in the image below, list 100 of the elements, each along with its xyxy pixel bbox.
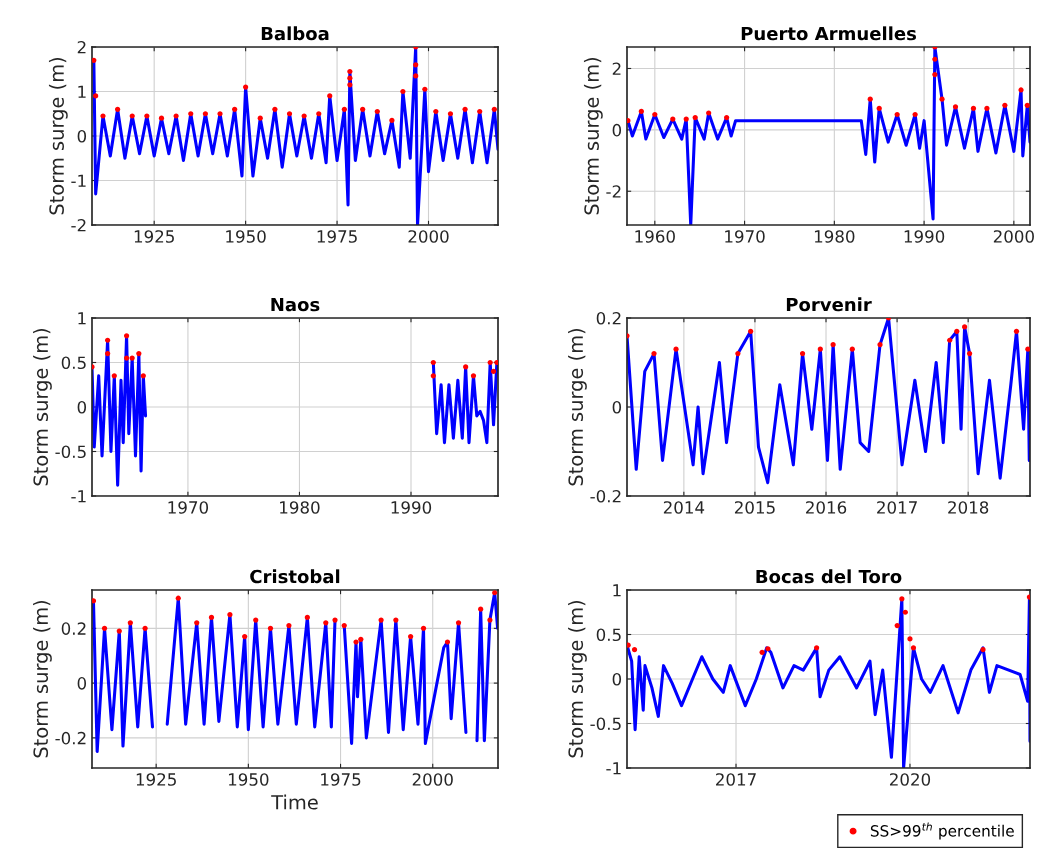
point [374, 108, 380, 115]
x-tick-label: 1970 [168, 501, 209, 514]
point [692, 114, 698, 121]
point [966, 351, 973, 357]
point [347, 75, 353, 81]
point [301, 113, 307, 119]
point [932, 56, 938, 62]
x-tick-label: 1950 [228, 773, 269, 786]
point [341, 623, 347, 629]
point [242, 633, 248, 640]
point [142, 625, 148, 631]
point [101, 625, 108, 631]
point [1013, 328, 1020, 334]
point [123, 333, 130, 339]
point [1018, 87, 1024, 93]
chart-title: Cristobal [250, 569, 340, 584]
point [433, 108, 439, 115]
point [173, 113, 179, 119]
point [253, 617, 259, 623]
chart-title: Bocas del Toro [756, 569, 902, 584]
point [759, 649, 765, 655]
point [105, 337, 111, 343]
y-tick-label: -0.5 [55, 445, 86, 459]
point [867, 96, 873, 102]
chart-title: Puerto Armuelles [741, 26, 916, 41]
point [970, 105, 977, 111]
x-tick-label: 2014 [663, 501, 705, 514]
point [116, 628, 122, 634]
point [947, 337, 953, 343]
point [638, 108, 644, 115]
point [272, 106, 278, 112]
point [430, 373, 436, 379]
point [144, 113, 150, 119]
y-tick-label: -0.5 [590, 717, 621, 731]
point [208, 614, 215, 620]
y-tick-label: 2 [612, 62, 621, 75]
point [652, 111, 658, 118]
y-tick-label: 1 [78, 312, 86, 325]
point [939, 96, 945, 102]
point [140, 373, 146, 379]
point [627, 118, 631, 124]
y-tick-label: 0 [612, 400, 622, 414]
point [202, 111, 208, 117]
chart-title: Balboa [261, 26, 329, 41]
point [877, 342, 883, 348]
point [286, 111, 293, 117]
point [817, 346, 823, 352]
point [894, 111, 900, 118]
y-tick-label: 0 [77, 400, 87, 414]
point [984, 105, 990, 111]
point [651, 351, 657, 357]
point [962, 324, 968, 330]
y-axis-title: Storm surge (m) [33, 601, 52, 758]
y-tick-label: 0.5 [61, 356, 86, 370]
point [910, 645, 917, 651]
point [670, 116, 676, 122]
point [876, 105, 882, 111]
point [257, 115, 263, 121]
point [765, 646, 771, 652]
x-tick-label: 1975 [317, 230, 357, 243]
point [115, 106, 121, 112]
point [227, 612, 233, 618]
point [1002, 102, 1008, 108]
point [347, 68, 353, 75]
x-tick-label: 1980 [280, 501, 320, 514]
point [462, 106, 468, 112]
y-axis-title: Storm surge (m) [33, 329, 52, 486]
point [304, 614, 310, 620]
point [673, 346, 679, 352]
point [232, 106, 238, 112]
x-tick-label: 2017 [877, 501, 917, 514]
y-axis-title: Storm surge (m) [48, 58, 68, 215]
y-tick-label: 0.2 [61, 622, 86, 635]
point [413, 62, 419, 68]
point [980, 647, 986, 653]
point [724, 114, 730, 121]
point [894, 623, 900, 629]
point [408, 633, 414, 640]
point [830, 342, 836, 348]
point [413, 73, 419, 79]
point [470, 373, 477, 379]
y-tick-label: -1 [71, 174, 86, 187]
point [194, 620, 200, 626]
point [487, 359, 493, 366]
x-tick-label: 1925 [134, 230, 174, 243]
y-tick-label: -2 [606, 185, 621, 198]
point [127, 620, 133, 626]
point [389, 117, 395, 124]
point [430, 359, 436, 366]
point [175, 595, 181, 601]
point [1025, 346, 1030, 352]
y-tick-label: 0 [612, 123, 622, 137]
point [93, 93, 99, 99]
chart-title: Naos [271, 297, 320, 312]
y-tick-label: 0 [77, 129, 87, 143]
point [455, 620, 462, 626]
point [316, 111, 322, 117]
point [490, 368, 497, 374]
point [92, 598, 97, 604]
point [1026, 594, 1030, 600]
